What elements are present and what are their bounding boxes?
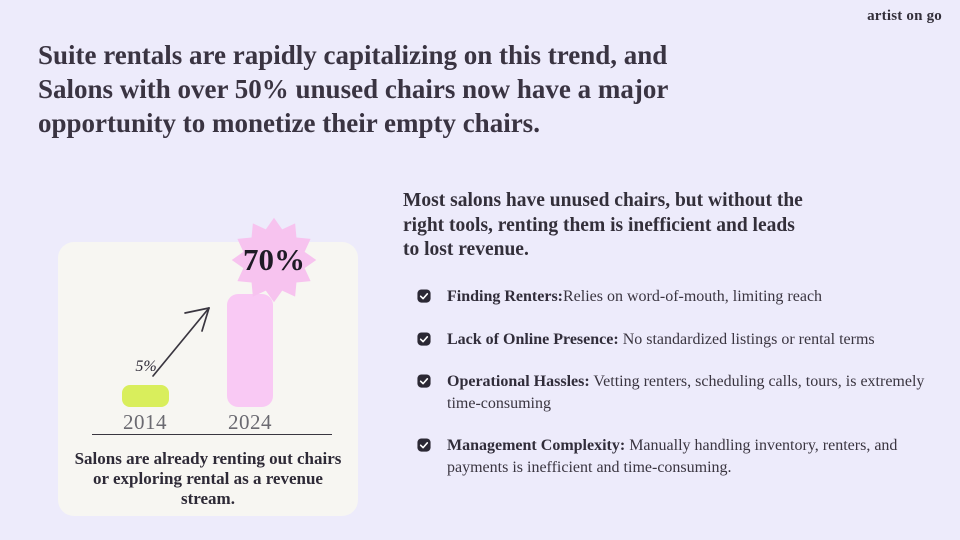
page-title-line-2: Salons with over 50% unused chairs now h… bbox=[38, 74, 669, 104]
starburst-icon bbox=[231, 217, 317, 303]
list-item-description: Relies on word-of-mouth, limiting reach bbox=[563, 288, 823, 305]
list-item-label: Management Complexity: bbox=[447, 437, 626, 454]
chart-card: 5% 2014 2024 70% Salons are already rent… bbox=[58, 217, 358, 516]
axis-label-2024: 2024 bbox=[228, 410, 272, 434]
list-item-label: Operational Hassles: bbox=[447, 373, 590, 390]
card-divider bbox=[92, 434, 332, 435]
bar-2024 bbox=[227, 294, 273, 407]
bar-2014 bbox=[122, 385, 169, 407]
right-column: Most salons have unused chairs, but with… bbox=[403, 189, 935, 476]
list-item-text: Operational Hassles: Vetting renters, sc… bbox=[447, 371, 929, 414]
brand-logo: artist on go bbox=[867, 8, 942, 24]
page-title-line-1: Suite rentals are rapidly capitalizing o… bbox=[38, 40, 668, 70]
subheading-line-1: Most salons have unused chairs, but with… bbox=[403, 190, 803, 211]
pain-points-list: Finding Renters:Relies on word-of-mouth,… bbox=[417, 286, 929, 499]
starburst-badge: 70% bbox=[230, 216, 318, 304]
list-item-finding-renters: Finding Renters:Relies on word-of-mouth,… bbox=[417, 286, 929, 308]
list-item-description: Vetting renters, scheduling calls, tours… bbox=[447, 373, 925, 412]
badge-percentage: 70% bbox=[243, 242, 305, 277]
list-item-text: Management Complexity: Manually handling… bbox=[447, 435, 929, 478]
list-item-text: Lack of Online Presence: No standardized… bbox=[447, 329, 875, 351]
checkbox-checked-icon bbox=[417, 331, 431, 346]
page-title-line-3: opportunity to monetize their empty chai… bbox=[38, 108, 540, 138]
growth-arrow-icon bbox=[152, 307, 210, 377]
list-item-operational-hassles: Operational Hassles: Vetting renters, sc… bbox=[417, 371, 929, 414]
list-item-text: Finding Renters:Relies on word-of-mouth,… bbox=[447, 286, 822, 308]
checkbox-checked-icon bbox=[417, 289, 431, 303]
checkbox-checked-icon bbox=[417, 374, 431, 388]
chart-caption: Salons are already renting out chairs or… bbox=[74, 449, 342, 508]
list-item-description: No standardized listings or rental terms bbox=[618, 330, 875, 348]
subheading-line-2: right tools, renting them is inefficient… bbox=[403, 214, 795, 236]
checkbox-checked-icon bbox=[417, 438, 431, 452]
axis-label-2014: 2014 bbox=[123, 410, 167, 434]
list-item-management-complexity: Management Complexity: Manually handling… bbox=[417, 435, 929, 478]
list-item-label: Lack of Online Presence: bbox=[447, 330, 619, 348]
list-item-online-presence: Lack of Online Presence: No standardized… bbox=[417, 329, 929, 351]
subheading-line-3: to lost revenue. bbox=[403, 239, 529, 260]
list-item-label: Finding Renters: bbox=[447, 288, 563, 305]
bar-2014-value-label: 5% bbox=[135, 358, 157, 375]
page-title: Suite rentals are rapidly capitalizing o… bbox=[38, 38, 668, 140]
section-subheading: Most salons have unused chairs, but with… bbox=[403, 189, 935, 263]
list-item-description: Manually handling inventory, renters, an… bbox=[447, 437, 898, 476]
